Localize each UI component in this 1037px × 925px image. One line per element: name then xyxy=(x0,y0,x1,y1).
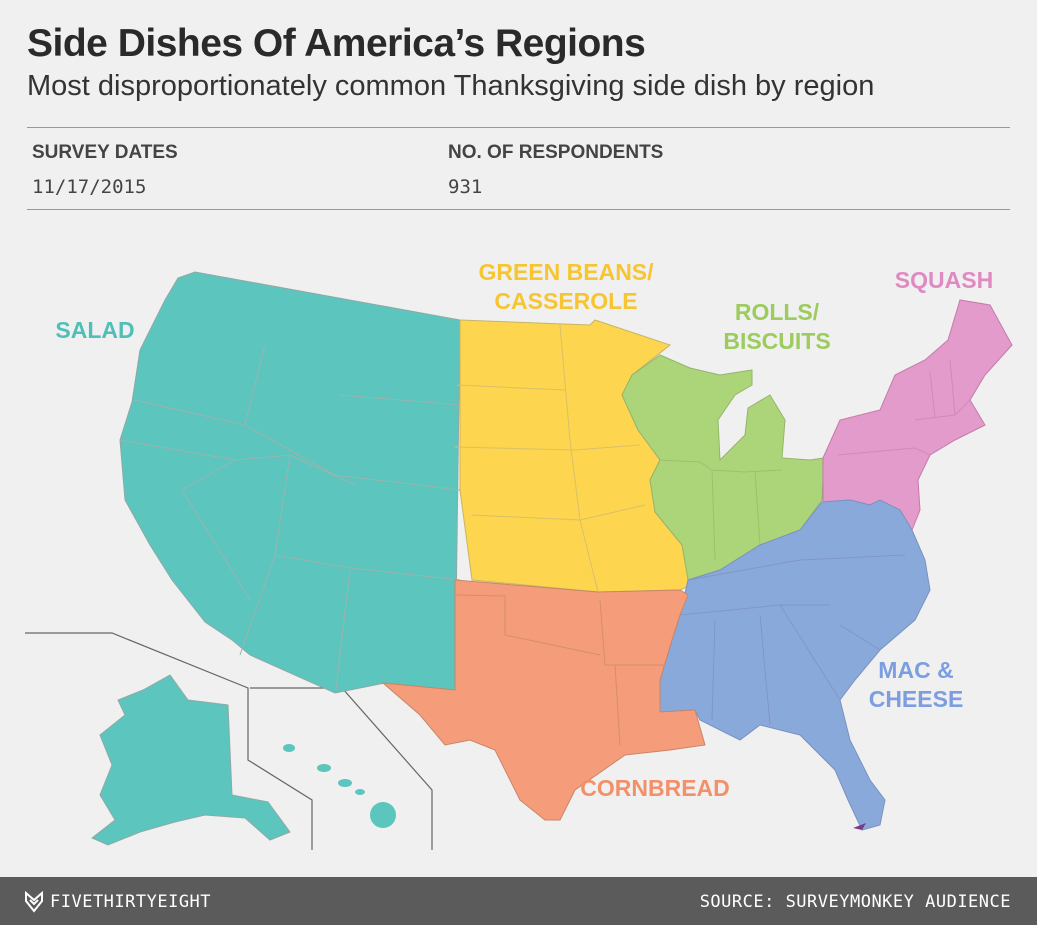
region-salad xyxy=(91,271,461,846)
survey-dates-label: SURVEY DATES xyxy=(32,142,178,163)
fivethirtyeight-logo: FIVETHIRTYEIGHT xyxy=(24,891,211,913)
region-label-mac-cheese: MAC & CHEESE xyxy=(869,657,964,712)
region-green-beans xyxy=(454,319,693,593)
source-note: SOURCE: SURVEYMONKEY AUDIENCE xyxy=(699,892,1011,912)
region-label-green-beans: GREEN BEANS/CASSEROLE xyxy=(478,259,654,314)
survey-dates-value: 11/17/2015 xyxy=(32,176,147,198)
us-region-map: SALAD GREEN BEANS/CASSEROLE ROLLS/BISCUITS… xyxy=(25,259,1013,850)
region-rolls xyxy=(621,354,825,581)
region-mac-cheese xyxy=(659,499,931,831)
hawaii-islands xyxy=(283,744,396,828)
respondents-value: 931 xyxy=(448,176,483,198)
region-label-rolls: ROLLS/BISCUITS xyxy=(723,299,830,354)
region-squash xyxy=(822,299,1013,532)
region-label-line: CORNBREAD xyxy=(580,775,730,801)
region-cornbread xyxy=(381,579,706,821)
region-label-line: CHEESE xyxy=(869,686,964,712)
region-label-cornbread: CORNBREAD xyxy=(580,775,730,801)
inset-frame xyxy=(25,632,433,850)
region-label-line: CASSEROLE xyxy=(494,288,637,314)
region-label-line: MAC & xyxy=(878,657,953,683)
region-label-line: SALAD xyxy=(55,317,134,343)
divider-bottom xyxy=(27,209,1010,210)
region-label-squash: SQUASH xyxy=(895,267,993,293)
brand-name: FIVETHIRTYEIGHT xyxy=(50,892,212,912)
florida-keys-mark xyxy=(853,823,866,830)
divider-top xyxy=(27,127,1010,128)
region-label-salad: SALAD xyxy=(55,317,134,343)
region-label-line: BISCUITS xyxy=(723,328,830,354)
region-label-line: SQUASH xyxy=(895,267,993,293)
chart-title: Side Dishes Of America’s Regions xyxy=(27,22,646,65)
region-label-line: ROLLS/ xyxy=(735,299,820,325)
chart-subtitle: Most disproportionately common Thanksgiv… xyxy=(27,70,875,102)
fox-icon xyxy=(25,891,43,913)
footer-bar: FIVETHIRTYEIGHT SOURCE: SURVEYMONKEY AUD… xyxy=(0,877,1037,925)
region-labels: SALAD GREEN BEANS/CASSEROLE ROLLS/BISCUITS… xyxy=(55,259,993,801)
respondents-label: NO. OF RESPONDENTS xyxy=(448,142,664,163)
region-label-line: GREEN BEANS/ xyxy=(478,259,654,285)
